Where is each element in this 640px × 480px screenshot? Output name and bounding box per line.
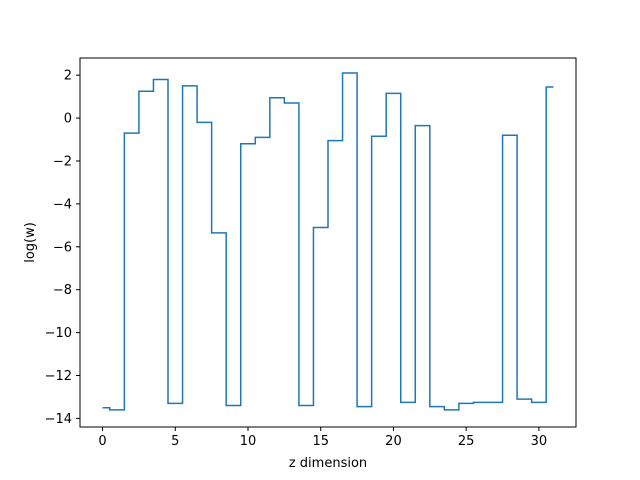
x-tick-label: 30 [531,434,548,449]
y-tick-label: −14 [45,412,72,427]
y-tick-label: −6 [53,240,72,255]
y-tick-label: −10 [45,326,72,341]
y-tick-label: −8 [53,283,72,298]
y-tick-label: 0 [64,112,72,127]
x-tick-label: 20 [385,434,402,449]
x-tick-label: 0 [98,434,106,449]
y-tick-label: −4 [53,197,72,212]
y-tick-label: 2 [64,69,72,84]
x-axis-label: z dimension [289,456,367,471]
y-axis-label: log(w) [23,222,38,263]
x-tick-label: 5 [171,434,179,449]
x-tick-label: 25 [458,434,475,449]
y-tick-label: −2 [53,154,72,169]
axes-frame [79,57,577,428]
x-tick-label: 10 [240,434,257,449]
plot-area [80,58,576,427]
x-tick-label: 15 [312,434,329,449]
series-step-line [102,72,554,411]
y-tick-label: −12 [45,369,72,384]
